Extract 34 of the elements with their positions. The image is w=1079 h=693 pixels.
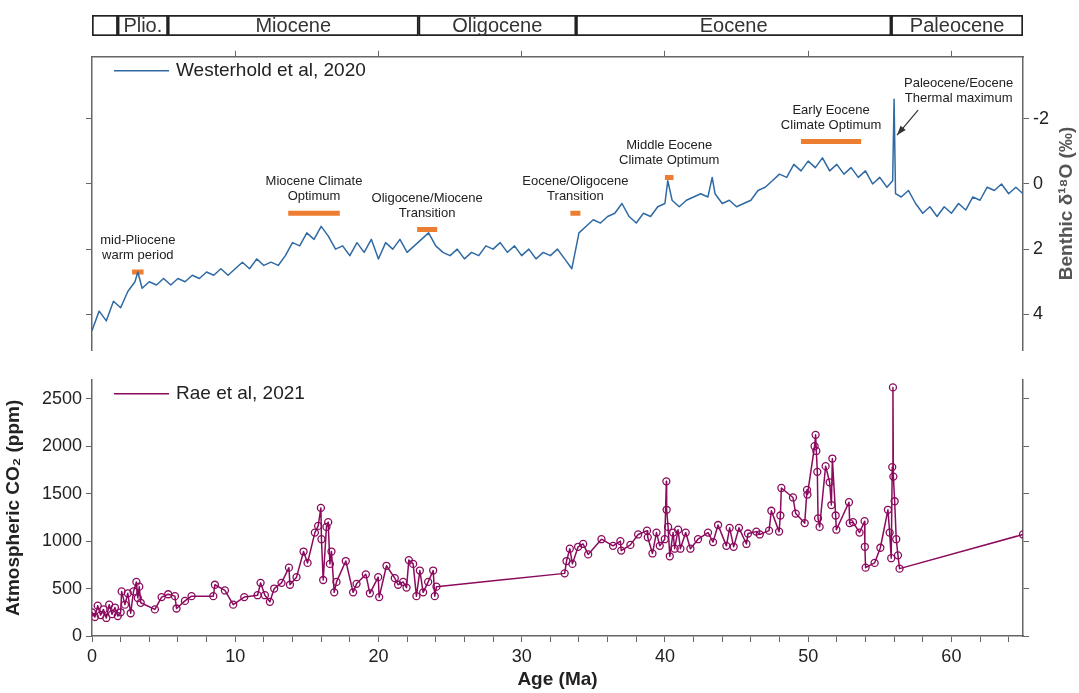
x-tick-label: 10 [225,645,246,666]
legend-label: Westerhold et al, 2020 [176,59,366,81]
x-tick-label: 0 [86,645,98,666]
annotation: Miocene Climate Optimum [265,173,363,204]
x-tick-label: 20 [368,645,389,666]
legend-label: Rae et al, 2021 [176,382,305,404]
x-tick-label: 50 [798,645,819,666]
y-tick-label: 1000 [41,530,82,551]
y-tick-label: -2 [1033,107,1050,128]
annotation: Paleocene/Eocene Thermal maximum [904,75,1014,106]
x-axis-title: Age (Ma) [517,667,598,689]
data-label: Paleocene [909,14,1005,37]
x-tick-label: 40 [654,645,675,666]
y-tick-label: 2000 [41,435,82,456]
x-tick-label: 60 [941,645,962,666]
y-tick-label: 0 [71,624,82,645]
y-axis-title: Benthic δ¹⁸O (‰) [1055,126,1077,281]
annotation: Early Eocene Climate Optimum [780,101,882,132]
annotation: Eocene/Oligocene Transition [522,173,629,204]
y-tick-label: 2500 [41,387,82,408]
data-label: Plio. [123,14,163,37]
annotation: Middle Eocene Climate Optimum [619,137,720,168]
annotation: Oligocene/Miocene Transition [371,189,483,220]
y-tick-label: 2 [1033,238,1044,259]
x-tick-label: 30 [511,645,532,666]
data-label: Eocene [699,14,768,37]
y-tick-label: 4 [1033,303,1044,324]
y-tick-label: 500 [51,577,82,598]
y-axis-title: Atmospheric CO₂ (ppm) [1,399,23,617]
y-tick-label: 1500 [41,482,82,503]
data-label: Miocene [255,14,332,37]
annotation: mid-Pliocene warm period [100,232,176,263]
data-label: Oligocene [452,14,543,37]
y-tick-label: 0 [1033,172,1044,193]
